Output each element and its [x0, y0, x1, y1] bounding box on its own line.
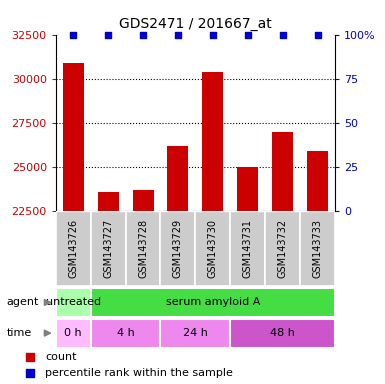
Bar — [56, 211, 91, 286]
Bar — [63, 63, 84, 211]
Point — [210, 31, 216, 38]
Point — [280, 31, 286, 38]
Bar — [91, 319, 161, 348]
Text: untreated: untreated — [46, 297, 101, 308]
Bar — [307, 151, 328, 211]
Bar — [56, 319, 91, 348]
Bar — [300, 211, 335, 286]
Text: GSM143733: GSM143733 — [313, 219, 323, 278]
Text: percentile rank within the sample: percentile rank within the sample — [45, 368, 233, 378]
Point — [70, 31, 76, 38]
Text: 0 h: 0 h — [64, 328, 82, 338]
Text: time: time — [7, 328, 32, 338]
Point — [105, 31, 111, 38]
Text: GSM143730: GSM143730 — [208, 219, 218, 278]
Bar — [98, 192, 119, 211]
Text: 4 h: 4 h — [117, 328, 134, 338]
Text: GSM143729: GSM143729 — [173, 219, 183, 278]
Bar — [203, 72, 223, 211]
Bar — [167, 146, 188, 211]
Bar — [126, 211, 161, 286]
Bar — [230, 319, 335, 348]
Text: serum amyloid A: serum amyloid A — [166, 297, 260, 308]
Point — [244, 31, 251, 38]
Point — [27, 353, 33, 359]
Bar — [230, 211, 265, 286]
Point — [27, 370, 33, 376]
Text: GSM143727: GSM143727 — [103, 219, 113, 278]
Text: GSM143731: GSM143731 — [243, 219, 253, 278]
Text: GSM143732: GSM143732 — [278, 219, 288, 278]
Text: count: count — [45, 351, 77, 362]
Point — [315, 31, 321, 38]
Bar — [195, 211, 230, 286]
Title: GDS2471 / 201667_at: GDS2471 / 201667_at — [119, 17, 272, 31]
Bar — [272, 132, 293, 211]
Text: 24 h: 24 h — [183, 328, 208, 338]
Bar — [91, 288, 335, 317]
Bar — [265, 211, 300, 286]
Bar — [132, 190, 154, 211]
Bar — [91, 211, 126, 286]
Bar — [237, 167, 258, 211]
Text: 48 h: 48 h — [270, 328, 295, 338]
Text: agent: agent — [7, 297, 39, 308]
Point — [175, 31, 181, 38]
Point — [140, 31, 146, 38]
Text: GSM143728: GSM143728 — [138, 219, 148, 278]
Bar — [56, 288, 91, 317]
Bar — [161, 211, 195, 286]
Bar — [161, 319, 230, 348]
Text: GSM143726: GSM143726 — [68, 219, 78, 278]
